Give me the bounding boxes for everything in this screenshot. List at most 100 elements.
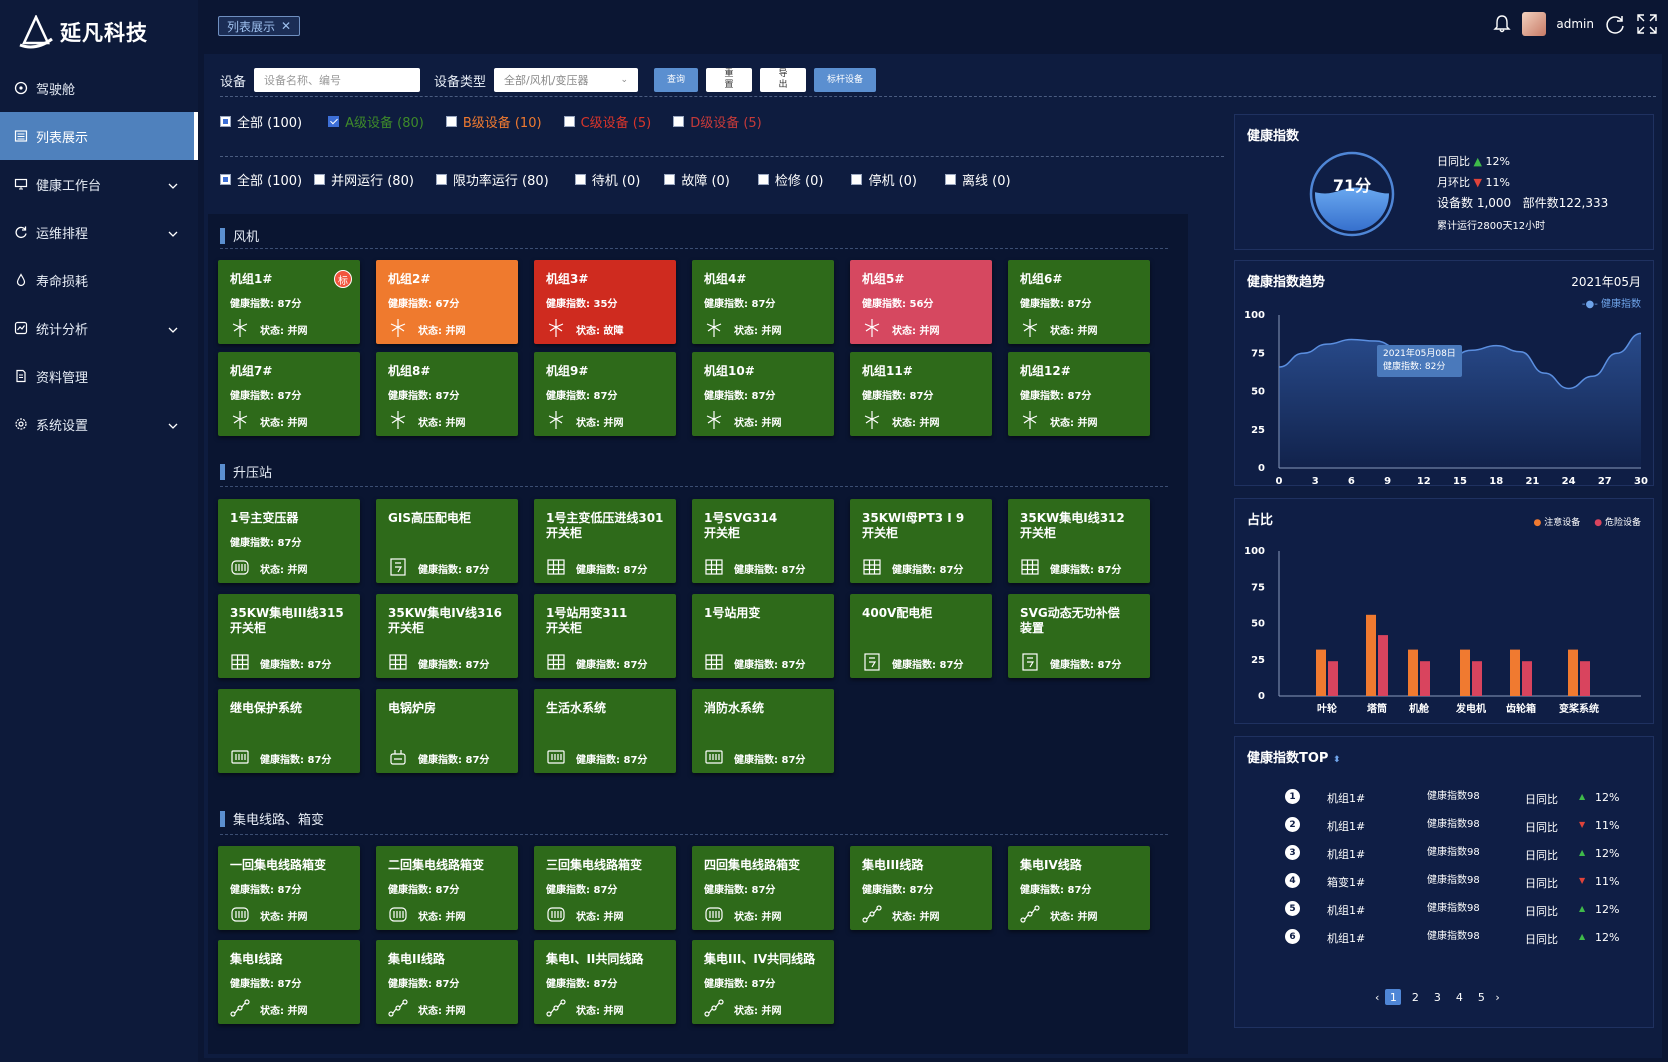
sidebar-item-6[interactable]: 资料管理 — [0, 352, 198, 400]
top-list-item[interactable]: 2 机组1# 健康指数98 日同比 ▼ 11% — [1235, 815, 1655, 835]
device-card[interactable]: 集电I、II共同线路 健康指数: 87分 状态: 并网 — [534, 940, 676, 1024]
benchmark-device-button[interactable]: 标杆设备 — [814, 68, 877, 92]
device-card[interactable]: 1号站用变 健康指数: 87分 — [692, 594, 834, 678]
status-row-option[interactable]: 停机 (0) — [851, 170, 917, 189]
device-card[interactable]: 机组7# 健康指数: 87分 状态: 并网 — [218, 352, 360, 436]
device-card[interactable]: 生活水系统 健康指数: 87分 — [534, 689, 676, 773]
device-card[interactable]: GIS高压配电柜 健康指数: 87分 — [376, 499, 518, 583]
refresh-icon[interactable] — [1604, 13, 1626, 35]
sidebar-item-3[interactable]: 运维排程 — [0, 208, 198, 256]
reset-button[interactable]: 重 置 — [706, 68, 753, 92]
status-row-option[interactable]: 待机 (0) — [574, 170, 640, 189]
device-card[interactable]: 机组2# 健康指数: 67分 状态: 并网 — [376, 260, 518, 344]
username[interactable]: admin — [1556, 17, 1594, 31]
status-row-option[interactable]: 限功率运行 (80) — [435, 170, 549, 189]
status-row-option[interactable]: 全部 (100) — [220, 170, 302, 189]
device-card[interactable]: 三回集电线路箱变 健康指数: 87分 状态: 并网 — [534, 846, 676, 930]
checkbox[interactable] — [445, 116, 457, 127]
page-2[interactable]: 2 — [1411, 990, 1419, 1004]
top-list-item[interactable]: 4 箱变1# 健康指数98 日同比 ▼ 11% — [1235, 871, 1655, 891]
grade-row-option[interactable]: 全部 (100) — [220, 112, 302, 131]
device-card[interactable]: 一回集电线路箱变 健康指数: 87分 状态: 并网 — [218, 846, 360, 930]
device-card[interactable]: 机组3# 健康指数: 35分 状态: 故障 — [534, 260, 676, 344]
grade-row-option[interactable]: D级设备 (5) — [673, 112, 762, 131]
chevron-left-icon[interactable]: ‹ — [1375, 990, 1380, 1004]
tab-list-view[interactable]: 列表展示 ✕ — [218, 16, 301, 36]
page-5[interactable]: 5 — [1477, 990, 1485, 1004]
checkbox[interactable] — [328, 116, 340, 127]
chevron-right-icon[interactable]: › — [1495, 990, 1500, 1004]
bell-icon[interactable] — [1492, 14, 1512, 34]
status-row-option[interactable]: 故障 (0) — [664, 170, 730, 189]
export-button[interactable]: 导 出 — [760, 68, 807, 92]
device-card[interactable]: 机组8# 健康指数: 87分 状态: 并网 — [376, 352, 518, 436]
grade-row-option[interactable]: C级设备 (5) — [563, 112, 651, 131]
page-3[interactable]: 3 — [1433, 990, 1441, 1004]
sidebar-item-7[interactable]: 系统设置 — [0, 400, 198, 448]
device-card[interactable]: 集电II线路 健康指数: 87分 状态: 并网 — [376, 940, 518, 1024]
device-card[interactable]: 35KW集电IV线316 开关柜 健康指数: 87分 — [376, 594, 518, 678]
device-card[interactable]: 集电I线路 健康指数: 87分 状态: 并网 — [218, 940, 360, 1024]
device-card[interactable]: 机组10# 健康指数: 87分 状态: 并网 — [692, 352, 834, 436]
device-card[interactable]: 机组1# 健康指数: 87分 状态: 并网 标 — [218, 260, 360, 344]
sidebar-item-0[interactable]: 驾驶舱 — [0, 64, 198, 112]
checkbox[interactable] — [757, 174, 769, 185]
device-card[interactable]: 35KWI母PT3 I 9 开关柜 健康指数: 87分 — [850, 499, 992, 583]
top-list-item[interactable]: 6 机组1# 健康指数98 日同比 ▲ 12% — [1235, 927, 1655, 947]
device-card[interactable]: 集电IV线路 健康指数: 87分 状态: 并网 — [1008, 846, 1150, 930]
checkbox[interactable] — [574, 174, 586, 185]
device-card[interactable]: 二回集电线路箱变 健康指数: 87分 状态: 并网 — [376, 846, 518, 930]
checkbox[interactable] — [664, 174, 676, 185]
checkbox[interactable] — [220, 116, 231, 127]
device-card[interactable]: 电锅炉房 健康指数: 87分 — [376, 689, 518, 773]
device-card[interactable]: 1号主变低压进线301 开关柜 健康指数: 87分 — [534, 499, 676, 583]
device-card[interactable]: 集电III线路 健康指数: 87分 状态: 并网 — [850, 846, 992, 930]
device-card[interactable]: 机组12# 健康指数: 87分 状态: 并网 — [1008, 352, 1150, 436]
checkbox[interactable] — [435, 174, 447, 185]
device-card[interactable]: 消防水系统 健康指数: 87分 — [692, 689, 834, 773]
device-card[interactable]: 机组11# 健康指数: 87分 状态: 并网 — [850, 352, 992, 436]
device-card[interactable]: 机组9# 健康指数: 87分 状态: 并网 — [534, 352, 676, 436]
status-row-option[interactable]: 离线 (0) — [945, 170, 1011, 189]
sort-icon[interactable]: ⬍ — [1332, 755, 1341, 765]
device-card[interactable]: 1号主变压器 健康指数: 87分 状态: 并网 — [218, 499, 360, 583]
device-type-select[interactable]: 全部/风机/变压器 ⌄ — [494, 68, 639, 92]
close-icon[interactable]: ✕ — [281, 19, 292, 33]
sidebar-item-4[interactable]: 寿命损耗 — [0, 256, 198, 304]
checkbox[interactable] — [220, 174, 231, 185]
query-button[interactable]: 查询 — [654, 68, 699, 92]
checkbox[interactable] — [945, 174, 956, 185]
fullscreen-icon[interactable] — [1636, 13, 1658, 35]
grade-row-option[interactable]: B级设备 (10) — [445, 112, 542, 131]
sidebar-item-1[interactable]: 列表展示 — [0, 112, 198, 160]
top-list-item[interactable]: 3 机组1# 健康指数98 日同比 ▲ 12% — [1235, 843, 1655, 863]
trend-month[interactable]: 2021年05月 — [1571, 275, 1641, 289]
device-search-input[interactable]: 设备名称、编号 — [254, 68, 421, 92]
device-card[interactable]: SVG动态无功补偿 装置 健康指数: 87分 — [1008, 594, 1150, 678]
device-card[interactable]: 机组4# 健康指数: 87分 状态: 并网 — [692, 260, 834, 344]
device-card[interactable]: 1号SVG314 开关柜 健康指数: 87分 — [692, 499, 834, 583]
device-card[interactable]: 四回集电线路箱变 健康指数: 87分 状态: 并网 — [692, 846, 834, 930]
status-row-option[interactable]: 并网运行 (80) — [314, 170, 414, 189]
status-row-option[interactable]: 检修 (0) — [757, 170, 823, 189]
device-card[interactable]: 35KW集电I线312 开关柜 健康指数: 87分 — [1008, 499, 1150, 583]
device-card[interactable]: 机组5# 健康指数: 56分 状态: 并网 — [850, 260, 992, 344]
device-card[interactable]: 集电III、IV共同线路 健康指数: 87分 状态: 并网 — [692, 940, 834, 1024]
checkbox[interactable] — [314, 174, 326, 185]
checkbox[interactable] — [673, 116, 685, 127]
checkbox[interactable] — [563, 116, 575, 127]
page-4[interactable]: 4 — [1455, 990, 1463, 1004]
checkbox[interactable] — [851, 174, 863, 185]
page-1[interactable]: 1 — [1385, 989, 1402, 1005]
device-card[interactable]: 35KW集电III线315 开关柜 健康指数: 87分 — [218, 594, 360, 678]
sidebar-item-2[interactable]: 健康工作台 — [0, 160, 198, 208]
device-card[interactable]: 继电保护系统 健康指数: 87分 — [218, 689, 360, 773]
device-card[interactable]: 1号站用变311 开关柜 健康指数: 87分 — [534, 594, 676, 678]
sidebar-item-5[interactable]: 统计分析 — [0, 304, 198, 352]
avatar[interactable] — [1522, 12, 1547, 36]
top-list-item[interactable]: 1 机组1# 健康指数98 日同比 ▲ 12% — [1235, 787, 1655, 807]
device-card[interactable]: 机组6# 健康指数: 87分 状态: 并网 — [1008, 260, 1150, 344]
top-list-item[interactable]: 5 机组1# 健康指数98 日同比 ▲ 12% — [1235, 899, 1655, 919]
grade-row-option[interactable]: A级设备 (80) — [328, 112, 424, 131]
device-card[interactable]: 400V配电柜 健康指数: 87分 — [850, 594, 992, 678]
